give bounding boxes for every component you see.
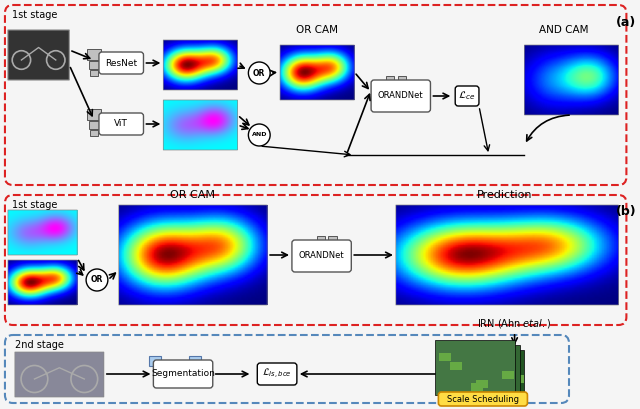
FancyBboxPatch shape [154, 360, 212, 388]
Bar [189, 356, 201, 366]
Bar [328, 236, 337, 244]
Bar [90, 130, 97, 136]
Bar [476, 380, 488, 389]
Bar [149, 356, 161, 366]
Bar [394, 89, 397, 98]
Bar [483, 382, 495, 390]
FancyBboxPatch shape [257, 363, 297, 385]
Text: (a): (a) [616, 16, 636, 29]
Bar [512, 375, 524, 383]
Bar [397, 76, 406, 84]
Bar [445, 350, 524, 405]
Bar [494, 346, 506, 354]
Bar [386, 85, 393, 92]
FancyBboxPatch shape [99, 52, 143, 74]
Bar [90, 70, 97, 76]
Text: ResNet: ResNet [105, 58, 137, 67]
Bar [386, 92, 391, 99]
Bar [494, 356, 506, 364]
Bar [476, 351, 488, 359]
Bar [397, 92, 403, 99]
Bar [386, 76, 394, 84]
Bar [317, 245, 323, 252]
Text: 2nd stage: 2nd stage [15, 340, 64, 350]
Text: 1st stage: 1st stage [12, 10, 57, 20]
FancyBboxPatch shape [455, 86, 479, 106]
Bar [502, 371, 514, 380]
Bar [185, 367, 195, 375]
Text: ORANDNet: ORANDNet [299, 252, 344, 261]
Bar [476, 380, 488, 388]
Text: 1st stage: 1st stage [12, 200, 57, 210]
Circle shape [248, 124, 270, 146]
Text: $\mathcal{L}_{ce}$: $\mathcal{L}_{ce}$ [458, 90, 476, 102]
Bar [453, 346, 465, 354]
Bar [328, 245, 335, 252]
Bar [8, 30, 69, 80]
Bar [317, 252, 322, 258]
Bar [161, 375, 169, 382]
Bar [397, 85, 404, 92]
Bar [471, 382, 483, 391]
Circle shape [248, 62, 270, 84]
Bar [483, 382, 495, 390]
Bar [474, 382, 486, 391]
Text: AND: AND [252, 133, 267, 137]
Bar [450, 362, 461, 370]
Bar [169, 370, 173, 378]
Text: OR CAM: OR CAM [296, 25, 338, 35]
Bar [451, 378, 463, 387]
Bar [440, 345, 520, 400]
Text: (b): (b) [616, 205, 636, 218]
Text: IRN (Ahn $\it{et al.}$): IRN (Ahn $\it{et al.}$) [477, 317, 552, 330]
FancyBboxPatch shape [99, 113, 143, 135]
Text: ViT: ViT [114, 119, 127, 128]
Bar [181, 375, 189, 382]
Bar [325, 249, 328, 258]
Text: $\mathcal{L}_{ls, bce}$: $\mathcal{L}_{ls, bce}$ [262, 367, 292, 381]
Text: Prediction: Prediction [477, 190, 532, 200]
Text: AND CAM: AND CAM [540, 25, 589, 35]
Bar [439, 353, 451, 361]
Bar [87, 109, 101, 119]
Bar [435, 340, 515, 395]
Bar [89, 61, 99, 69]
Bar [15, 352, 104, 397]
Text: OR: OR [253, 68, 266, 77]
Text: Scale Scheduling: Scale Scheduling [447, 395, 519, 404]
Text: OR: OR [91, 276, 103, 285]
Bar [317, 236, 325, 244]
Text: OR CAM: OR CAM [170, 190, 216, 200]
FancyBboxPatch shape [438, 392, 527, 406]
Text: ORANDNet: ORANDNet [378, 92, 424, 101]
Bar [156, 367, 165, 375]
Circle shape [86, 269, 108, 291]
FancyBboxPatch shape [371, 80, 431, 112]
Bar [89, 121, 99, 128]
FancyBboxPatch shape [292, 240, 351, 272]
Text: Segmentation: Segmentation [151, 369, 215, 378]
Bar [87, 49, 101, 60]
Bar [328, 252, 333, 258]
